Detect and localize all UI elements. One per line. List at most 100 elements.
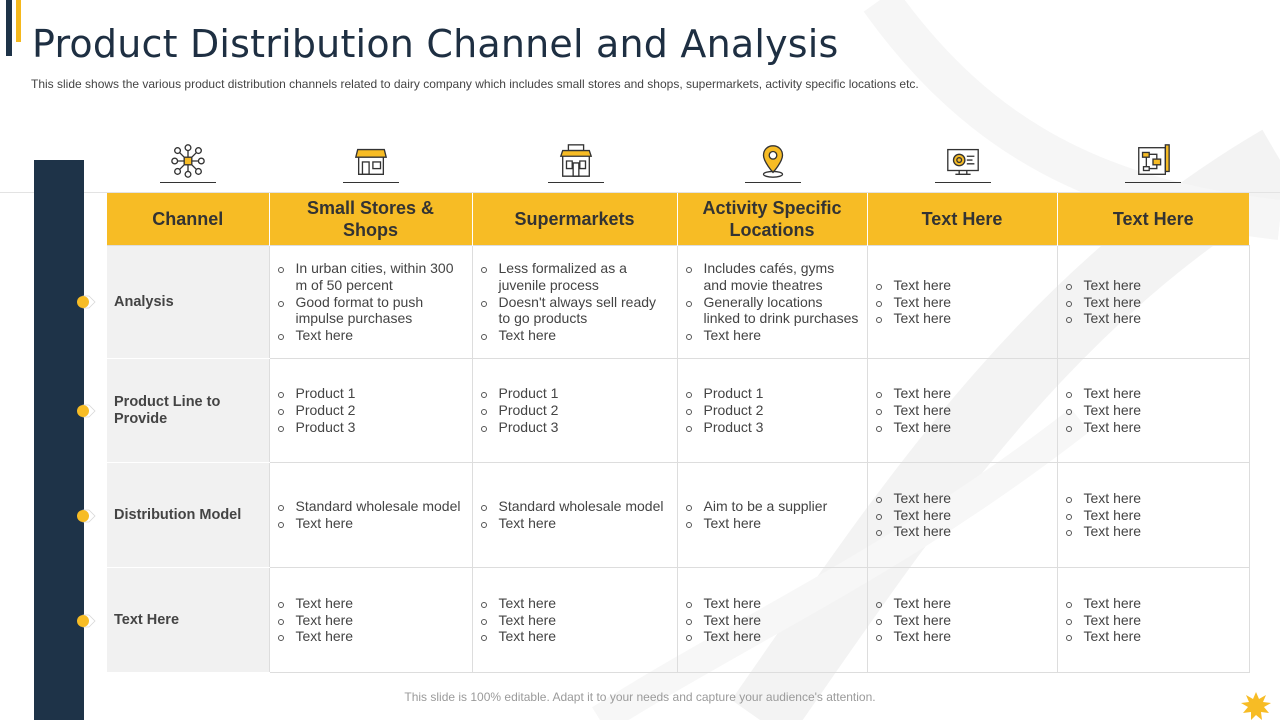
bullet-item: Text here xyxy=(1064,612,1241,629)
bullet-item: Includes cafés, gyms and movie theatres xyxy=(684,260,859,294)
bullet-item: Text here xyxy=(1064,277,1241,294)
title-accent-bars xyxy=(6,0,26,56)
bullet-item: Good format to push impulse purchases xyxy=(276,294,464,328)
table-cell: Text here Text here Text here xyxy=(268,567,473,673)
bullet-item: Text here xyxy=(1064,595,1241,612)
bullet-item: Product 1 xyxy=(276,385,464,402)
row-header: Distribution Model xyxy=(107,462,270,568)
bullet-item: Text here xyxy=(874,612,1049,629)
table-cell: Product 1 Product 2 Product 3 xyxy=(268,358,473,463)
bullet-item: Text here xyxy=(276,628,464,645)
bullet-item: Text here xyxy=(1064,490,1241,507)
row-marker-icon xyxy=(76,404,96,418)
column-header: Activity Specific Locations xyxy=(677,193,868,246)
table-cell: In urban cities, within 300 m of 50 perc… xyxy=(268,245,473,359)
bullet-item: Text here xyxy=(684,595,859,612)
bullet-item: Aim to be a supplier xyxy=(684,498,859,515)
footer-note: This slide is 100% editable. Adapt it to… xyxy=(404,690,876,704)
bullet-item: Text here xyxy=(684,612,859,629)
table-cell: Text here Text here Text here xyxy=(866,245,1058,359)
column-header: Text Here xyxy=(1057,193,1249,246)
table-cell: Product 1 Product 2 Product 3 xyxy=(471,358,678,463)
bullet-item: Standard wholesale model xyxy=(276,498,464,515)
table-cell: Less formalized as a juvenile process Do… xyxy=(471,245,678,359)
monitor-target-icon xyxy=(933,142,993,188)
table-cell: Text here Text here Text here xyxy=(866,567,1058,673)
store-icon xyxy=(341,142,401,188)
bullet-item: Text here xyxy=(874,419,1049,436)
column-header: Small Stores & Shops xyxy=(269,193,473,246)
table-row: Distribution Model Standard wholesale mo… xyxy=(107,462,1250,568)
row-header: Text Here xyxy=(107,567,270,673)
bullet-item: Text here xyxy=(1064,507,1241,524)
bullet-item: Text here xyxy=(479,515,669,532)
table-cell: Product 1 Product 2 Product 3 xyxy=(676,358,868,463)
distribution-table: Channel Small Stores & Shops Supermarket… xyxy=(107,193,1250,673)
bullet-item: Text here xyxy=(874,628,1049,645)
bullet-item: Text here xyxy=(276,595,464,612)
table-header-row: Channel Small Stores & Shops Supermarket… xyxy=(107,193,1249,246)
table-cell: Standard wholesale model Text here xyxy=(268,462,473,568)
row-header: Product Line to Provide xyxy=(107,358,270,463)
page-subtitle: This slide shows the various product dis… xyxy=(31,77,919,91)
row-marker-icon xyxy=(76,295,96,309)
bullet-item: Text here xyxy=(276,515,464,532)
bullet-item: Text here xyxy=(1064,628,1241,645)
bullet-item: Text here xyxy=(684,515,859,532)
bullet-item: Product 3 xyxy=(276,419,464,436)
bullet-item: Text here xyxy=(479,595,669,612)
bullet-item: Text here xyxy=(1064,385,1241,402)
table-cell: Aim to be a supplier Text here xyxy=(676,462,868,568)
side-panel xyxy=(34,160,84,720)
column-header: Supermarkets xyxy=(472,193,678,246)
bullet-item: Product 2 xyxy=(276,402,464,419)
bullet-item: Product 3 xyxy=(684,419,859,436)
table-cell: Text here Text here Text here xyxy=(1056,462,1250,568)
bullet-item: Text here xyxy=(1064,419,1241,436)
table-cell: Text here Text here Text here xyxy=(1056,567,1250,673)
table-cell: Text here Text here Text here xyxy=(1056,358,1250,463)
table-row: Text Here Text here Text here Text here … xyxy=(107,567,1250,673)
bullet-item: Text here xyxy=(874,523,1049,540)
bullet-item: Text here xyxy=(1064,294,1241,311)
bullet-item: Product 3 xyxy=(479,419,669,436)
bullet-item: Text here xyxy=(874,385,1049,402)
bullet-item: Text here xyxy=(479,612,669,629)
bullet-item: Doesn't always sell ready to go products xyxy=(479,294,669,328)
bullet-item: Text here xyxy=(479,628,669,645)
bullet-item: Text here xyxy=(1064,402,1241,419)
table-cell: Text here Text here Text here xyxy=(1056,245,1250,359)
bullet-item: In urban cities, within 300 m of 50 perc… xyxy=(276,260,464,294)
table-cell: Standard wholesale model Text here xyxy=(471,462,678,568)
column-header: Text Here xyxy=(867,193,1058,246)
table-row: Analysis In urban cities, within 300 m o… xyxy=(107,245,1250,359)
bullet-item: Text here xyxy=(684,628,859,645)
bullet-item: Text here xyxy=(1064,523,1241,540)
table-cell: Text here Text here Text here xyxy=(676,567,868,673)
row-marker-icon xyxy=(76,614,96,628)
bullet-item: Text here xyxy=(874,402,1049,419)
bullet-item: Text here xyxy=(874,294,1049,311)
supermarket-icon xyxy=(546,142,606,188)
divider-line xyxy=(0,192,1280,193)
table-row: Product Line to Provide Product 1 Produc… xyxy=(107,358,1250,463)
row-header: Analysis xyxy=(107,245,270,359)
bullet-item: Text here xyxy=(874,490,1049,507)
row-marker-icon xyxy=(76,509,96,523)
flowchart-board-icon xyxy=(1123,142,1183,188)
table-cell: Text here Text here Text here xyxy=(866,462,1058,568)
bullet-item: Product 2 xyxy=(479,402,669,419)
bullet-item: Product 1 xyxy=(684,385,859,402)
network-icon xyxy=(158,142,218,188)
column-header: Channel xyxy=(107,193,270,246)
bullet-item: Text here xyxy=(1064,310,1241,327)
bullet-item: Product 1 xyxy=(479,385,669,402)
bullet-item: Text here xyxy=(874,310,1049,327)
location-pin-icon xyxy=(743,142,803,188)
table-cell: Text here Text here Text here xyxy=(471,567,678,673)
page-title: Product Distribution Channel and Analysi… xyxy=(32,22,839,66)
bullet-item: Product 2 xyxy=(684,402,859,419)
bullet-item: Less formalized as a juvenile process xyxy=(479,260,669,294)
bullet-item: Text here xyxy=(874,595,1049,612)
table-cell: Text here Text here Text here xyxy=(866,358,1058,463)
